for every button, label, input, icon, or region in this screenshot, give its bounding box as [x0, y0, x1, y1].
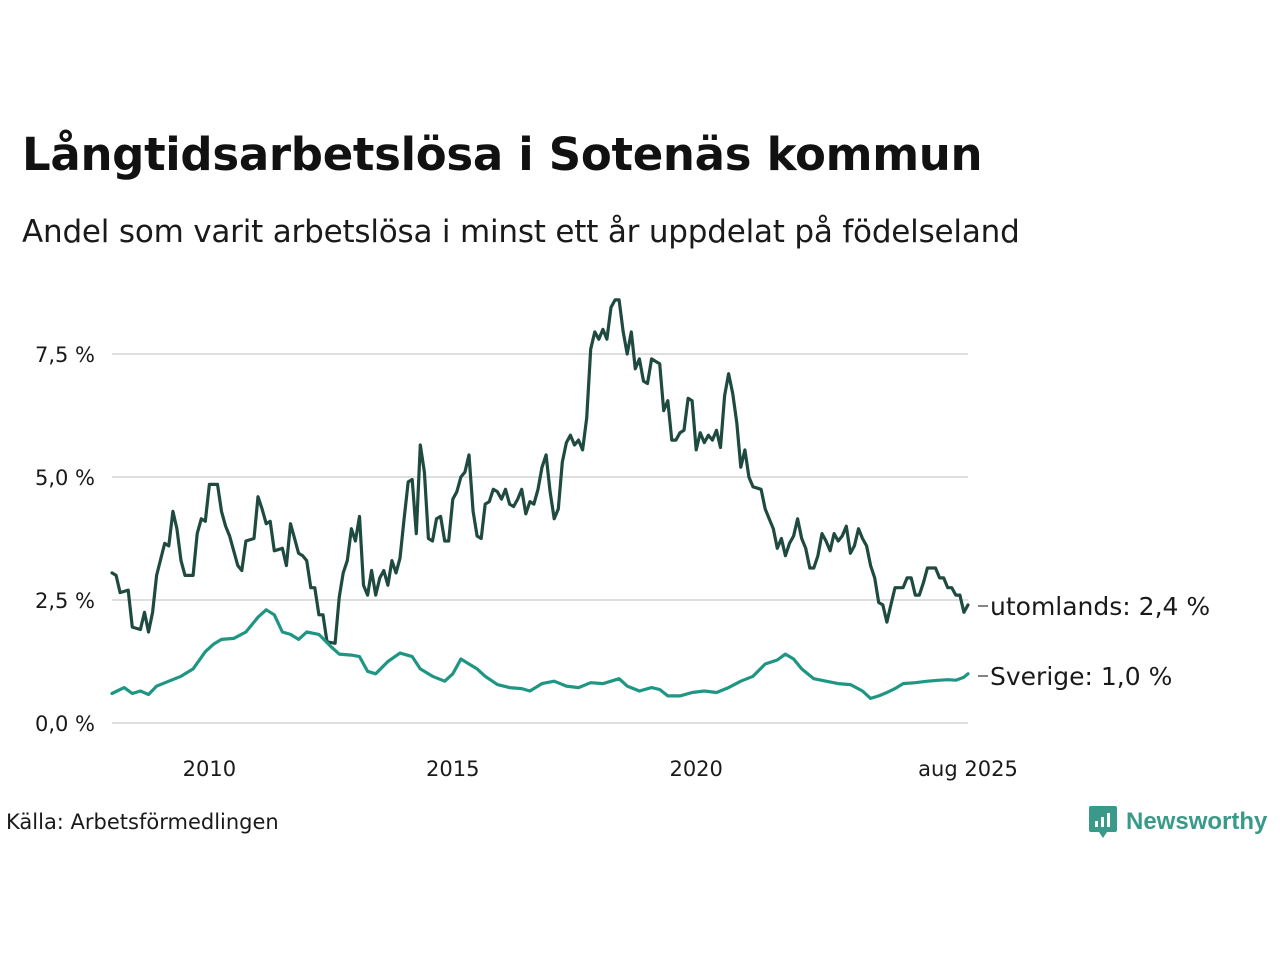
y-axis-tick-labels: 0,0 % 2,5 % 5,0 % 7,5 % — [35, 343, 95, 736]
x-tick-label: 2010 — [183, 757, 236, 781]
x-axis-tick-labels: 2010 2015 2020 aug 2025 — [183, 757, 1018, 781]
chart-subtitle: Andel som varit arbetslösa i minst ett å… — [22, 214, 1020, 250]
source-note: Källa: Arbetsförmedlingen — [6, 810, 279, 834]
y-tick-label: 7,5 % — [35, 343, 95, 367]
newsworthy-logo-icon — [1089, 806, 1117, 838]
chart-title: Långtidsarbetslösa i Sotenäs kommun — [22, 128, 983, 181]
y-tick-label: 0,0 % — [35, 712, 95, 736]
series-lines — [110, 298, 970, 700]
x-tick-label: 2015 — [426, 757, 479, 781]
series-end-labels: utomlands: 2,4 % Sverige: 1,0 % — [978, 592, 1210, 691]
series-line-Sverige — [110, 608, 970, 700]
series-line-utomlands — [110, 298, 970, 645]
x-tick-label: aug 2025 — [918, 757, 1018, 781]
x-tick-label: 2020 — [669, 757, 722, 781]
y-tick-label: 2,5 % — [35, 589, 95, 613]
brand-name: Newsworthy — [1126, 808, 1268, 835]
brand-logo[interactable]: Newsworthy — [1088, 803, 1267, 841]
series-end-label-utomlands: utomlands: 2,4 % — [990, 592, 1210, 621]
y-tick-label: 5,0 % — [35, 466, 95, 490]
series-end-label-Sverige: Sverige: 1,0 % — [990, 662, 1172, 691]
